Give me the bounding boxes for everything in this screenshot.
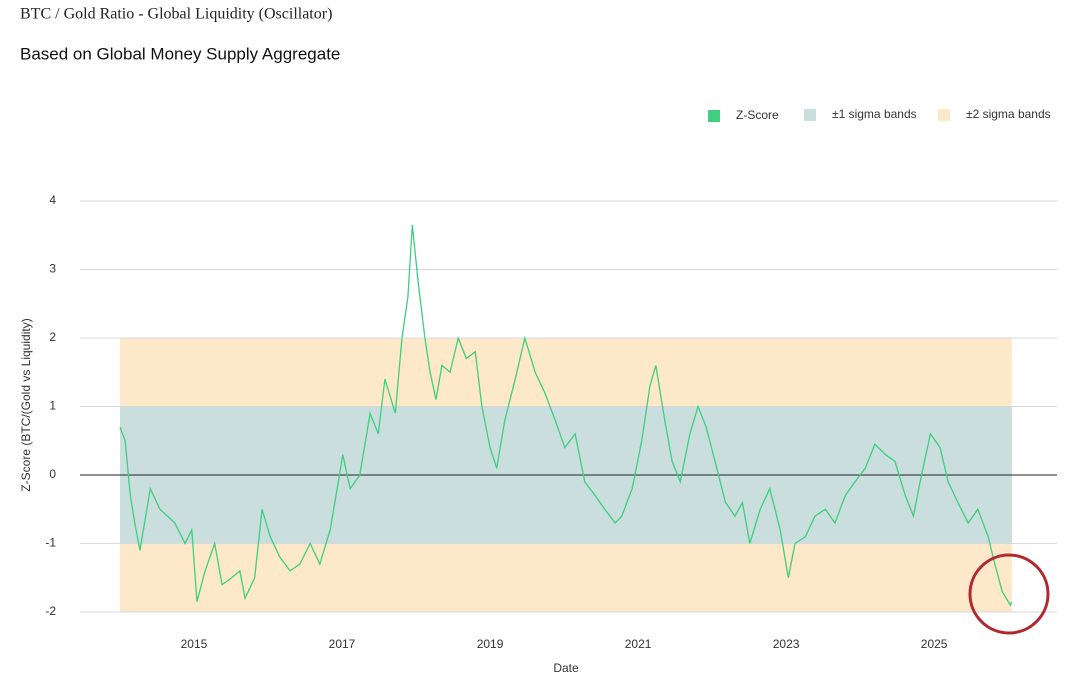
x-tick-label: 2015: [181, 637, 208, 651]
legend-label: ±1 sigma bands: [832, 107, 917, 121]
legend-swatch: [708, 110, 720, 122]
y-tick-label: 0: [49, 467, 56, 481]
legend-label: Z-Score: [736, 108, 779, 122]
x-tick-label: 2023: [773, 637, 800, 651]
y-tick-label: 1: [49, 399, 56, 413]
x-axis-label: Date: [553, 661, 579, 675]
y-tick-label: 3: [49, 262, 56, 276]
y-tick-label: -2: [45, 604, 56, 618]
x-tick-label: 2019: [477, 637, 504, 651]
chart-subtitle: Based on Global Money Supply Aggregate: [20, 44, 340, 63]
chart-title: BTC / Gold Ratio - Global Liquidity (Osc…: [20, 6, 332, 23]
x-tick-label: 2025: [921, 637, 948, 651]
y-tick-label: 2: [49, 330, 56, 344]
legend-swatch: [804, 109, 816, 121]
y-tick-label: -1: [45, 536, 56, 550]
y-axis-label: Z-Score (BTC/(Gold vs Liquidity): [19, 318, 33, 491]
legend-label: ±2 sigma bands: [966, 107, 1051, 121]
x-tick-label: 2021: [625, 637, 652, 651]
y-tick-label: 4: [49, 193, 56, 207]
z-score-line: [119, 224, 1013, 607]
legend-swatch: [938, 109, 950, 121]
x-tick-label: 2017: [329, 637, 356, 651]
highlight-circle: [968, 553, 1050, 635]
